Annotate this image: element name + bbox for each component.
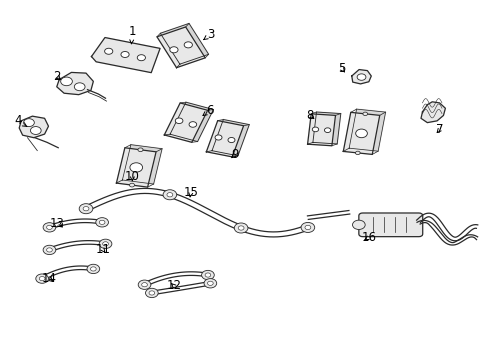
- Circle shape: [43, 245, 56, 255]
- Circle shape: [39, 276, 45, 281]
- Circle shape: [46, 225, 52, 229]
- Circle shape: [149, 291, 154, 295]
- Circle shape: [356, 74, 365, 80]
- Text: 13: 13: [49, 216, 64, 230]
- Polygon shape: [57, 72, 93, 95]
- Circle shape: [355, 151, 359, 155]
- Polygon shape: [164, 103, 207, 142]
- Circle shape: [142, 283, 147, 287]
- Circle shape: [145, 288, 158, 298]
- Circle shape: [201, 270, 214, 280]
- Polygon shape: [157, 27, 205, 68]
- Circle shape: [163, 190, 176, 200]
- Text: 10: 10: [124, 170, 140, 183]
- Circle shape: [130, 163, 142, 172]
- Polygon shape: [212, 120, 249, 156]
- Polygon shape: [312, 112, 340, 144]
- Polygon shape: [420, 102, 445, 123]
- Circle shape: [204, 273, 210, 277]
- Circle shape: [305, 225, 310, 230]
- Circle shape: [90, 267, 96, 271]
- Polygon shape: [206, 121, 243, 157]
- Circle shape: [227, 138, 234, 143]
- Circle shape: [184, 42, 192, 48]
- Text: 6: 6: [203, 104, 214, 117]
- Circle shape: [207, 281, 213, 285]
- Circle shape: [104, 48, 113, 54]
- Circle shape: [301, 222, 314, 233]
- Circle shape: [138, 148, 142, 152]
- Text: 4: 4: [14, 114, 27, 127]
- Text: 1: 1: [128, 25, 136, 44]
- Circle shape: [215, 135, 222, 140]
- Text: 3: 3: [203, 28, 214, 41]
- Circle shape: [166, 193, 172, 197]
- Circle shape: [99, 239, 112, 248]
- Polygon shape: [160, 23, 208, 64]
- Circle shape: [102, 242, 108, 246]
- Circle shape: [46, 248, 52, 252]
- Circle shape: [23, 119, 34, 127]
- Circle shape: [129, 183, 134, 187]
- Circle shape: [175, 118, 183, 123]
- Circle shape: [355, 129, 366, 138]
- Circle shape: [79, 204, 93, 214]
- Circle shape: [74, 83, 85, 91]
- Polygon shape: [343, 112, 379, 154]
- Polygon shape: [348, 109, 385, 151]
- Circle shape: [36, 274, 48, 283]
- Text: 5: 5: [338, 62, 345, 75]
- Circle shape: [234, 223, 247, 233]
- Text: 2: 2: [53, 69, 61, 82]
- Circle shape: [83, 207, 89, 211]
- Text: 16: 16: [361, 231, 376, 244]
- Text: 15: 15: [183, 186, 198, 199]
- Circle shape: [30, 127, 41, 134]
- Circle shape: [169, 47, 178, 53]
- Polygon shape: [19, 116, 48, 138]
- Text: 14: 14: [42, 272, 57, 285]
- Circle shape: [362, 112, 367, 116]
- Polygon shape: [351, 69, 370, 84]
- Polygon shape: [91, 37, 160, 73]
- Polygon shape: [307, 114, 335, 146]
- Circle shape: [312, 127, 318, 132]
- Text: 7: 7: [435, 123, 443, 136]
- Circle shape: [43, 223, 56, 232]
- Circle shape: [238, 226, 244, 230]
- Circle shape: [96, 218, 108, 227]
- Text: 11: 11: [95, 243, 110, 256]
- Circle shape: [61, 77, 72, 86]
- FancyBboxPatch shape: [358, 213, 422, 237]
- Text: 8: 8: [306, 109, 313, 122]
- Circle shape: [189, 122, 196, 127]
- Polygon shape: [116, 148, 156, 187]
- Circle shape: [121, 51, 129, 58]
- Circle shape: [324, 128, 330, 132]
- Circle shape: [99, 220, 105, 224]
- Text: 12: 12: [166, 279, 181, 292]
- Circle shape: [352, 220, 365, 229]
- Text: 9: 9: [230, 148, 238, 161]
- Circle shape: [138, 280, 151, 289]
- Polygon shape: [122, 145, 162, 184]
- Circle shape: [87, 264, 100, 274]
- Circle shape: [203, 279, 216, 288]
- Polygon shape: [170, 102, 213, 141]
- Circle shape: [137, 55, 145, 61]
